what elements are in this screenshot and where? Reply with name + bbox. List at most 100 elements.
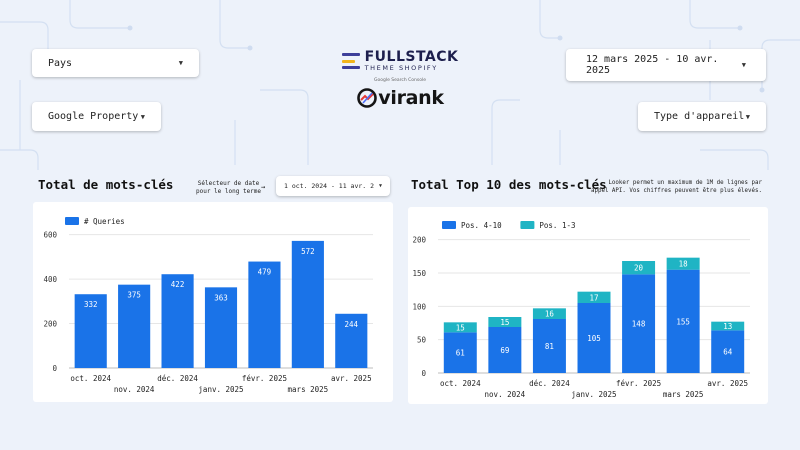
bar [711, 321, 745, 331]
x-tick-label: janv. 2025 [571, 390, 616, 399]
y-tick-label: 50 [417, 336, 427, 345]
date-selector-note-line2: pour le long terme [196, 188, 262, 195]
data-label: 64 [723, 348, 733, 357]
bar [74, 294, 107, 368]
left-chart-card: 0 200 400 600 # Queries 332 oct. 2024 375 nov. 2… [33, 202, 393, 402]
x-tick-label: avr. 2025 [707, 379, 748, 388]
data-label: 148 [632, 320, 646, 329]
y-tick-label: 100 [412, 302, 426, 311]
legend-swatch [65, 217, 79, 225]
data-label: 69 [500, 346, 509, 355]
data-label: 18 [679, 260, 689, 269]
data-label: 20 [634, 264, 644, 273]
queries-bar-chart: 0 200 400 600 # Queries 332 oct. 2024 375 nov. 2… [43, 217, 373, 394]
chevron-down-icon: ▼ [745, 112, 750, 121]
x-tick-label: oct. 2024 [440, 379, 481, 388]
bar [711, 330, 745, 373]
google-property-dropdown[interactable]: Google Property ▼ [32, 102, 161, 131]
bar [488, 327, 522, 373]
bar [622, 261, 656, 275]
x-tick-label: nov. 2024 [114, 385, 155, 394]
api-limit-note-line2: appel API. Vos chiffres peuvent être plu… [590, 188, 762, 194]
y-tick-label: 150 [412, 269, 426, 278]
pays-dropdown[interactable]: Pays ▼ [32, 49, 199, 77]
api-limit-note-line1: Looker permet un maximum de 1M de lignes… [608, 180, 762, 186]
x-tick-label: févr. 2025 [616, 379, 661, 388]
fullstack-logo-icon [341, 52, 360, 70]
data-label: 479 [258, 268, 272, 277]
branding: FULLSTACK THEME SHOPIFY Google Search Co… [0, 50, 800, 130]
data-label: 81 [545, 342, 554, 351]
bar [622, 274, 656, 373]
date-selector-note: Sélecteur de date pour le long terme [196, 180, 261, 196]
data-label: 375 [127, 291, 141, 300]
chevron-down-icon: ▼ [178, 59, 183, 67]
api-limit-note: Looker permet un maximum de 1M de lignes… [591, 179, 762, 195]
right-chart-card: 0 50 100 150 200 Pos. 4-10 Pos. 1-3 61 15 oct. 20… [408, 207, 768, 404]
x-tick-label: mars 2025 [663, 390, 704, 399]
bar [666, 257, 700, 270]
data-label: 61 [456, 349, 465, 358]
long-range-label: 1 oct. 2024 - 11 avr. 2 [284, 182, 375, 190]
gsc-label: Google Search Console [373, 78, 427, 83]
x-tick-label: oct. 2024 [70, 374, 111, 383]
legend-label: # Queries [84, 217, 125, 226]
data-label: 422 [171, 280, 185, 289]
y-tick-label: 0 [421, 369, 426, 378]
bar [204, 287, 238, 368]
data-label: 105 [587, 334, 601, 343]
date-selector-note-line1: Sélecteur de date [197, 180, 260, 187]
ovirank-logo-icon [357, 88, 378, 108]
ovirank-name: virank [378, 87, 444, 109]
data-label: 15 [500, 318, 509, 327]
bar [532, 308, 566, 319]
ovirank-logo: virank [356, 87, 444, 109]
bar [577, 303, 611, 373]
arrow-right-icon: → [261, 183, 266, 191]
bar [443, 332, 477, 373]
type-appareil-dropdown[interactable]: Type d'appareil ▼ [638, 102, 766, 131]
bar [118, 284, 151, 368]
data-label: 332 [84, 300, 98, 309]
x-tick-label: nov. 2024 [485, 390, 526, 399]
chevron-down-icon: ▼ [140, 112, 145, 121]
bar [161, 274, 194, 368]
x-tick-label: déc. 2024 [157, 374, 198, 383]
bar [532, 319, 566, 373]
bar [666, 269, 700, 373]
type-appareil-label: Type d'appareil [654, 111, 745, 122]
y-tick-label: 200 [43, 320, 57, 329]
legend-label: Pos. 4-10 [461, 221, 502, 230]
google-property-label: Google Property [48, 111, 139, 122]
x-tick-label: févr. 2025 [242, 374, 287, 383]
data-label: 363 [214, 293, 228, 302]
bar [488, 317, 522, 327]
x-tick-label: mars 2025 [288, 385, 329, 394]
data-label: 16 [545, 310, 555, 319]
top10-stacked-bar-chart: 0 50 100 150 200 Pos. 4-10 Pos. 1-3 61 15 oct. 20… [412, 221, 750, 399]
y-tick-label: 0 [52, 364, 57, 373]
y-tick-label: 400 [43, 275, 57, 284]
x-tick-label: avr. 2025 [331, 374, 372, 383]
x-tick-label: déc. 2024 [529, 379, 570, 388]
legend-swatch [520, 221, 535, 229]
date-range-label: 12 mars 2025 - 10 avr. 2025 [586, 54, 719, 76]
chevron-down-icon: ▼ [378, 183, 382, 189]
long-range-dropdown[interactable]: 1 oct. 2024 - 11 avr. 2 ▼ [276, 176, 390, 196]
data-label: 244 [345, 320, 359, 329]
data-label: 572 [301, 247, 315, 256]
bar [291, 240, 324, 368]
bar [335, 313, 368, 368]
bar [577, 291, 611, 303]
date-range-dropdown[interactable]: 12 mars 2025 - 10 avr. 2025 ▼ [566, 49, 766, 81]
data-label: 15 [456, 323, 465, 332]
right-section-title: Total Top 10 des mots-clés [411, 177, 607, 192]
bar [443, 322, 477, 333]
chevron-down-icon: ▼ [741, 61, 746, 69]
data-label: 155 [676, 317, 690, 326]
data-label: 17 [589, 293, 598, 302]
data-label: 13 [723, 322, 732, 331]
fullstack-logo: FULLSTACK THEME SHOPIFY [341, 49, 459, 72]
y-tick-label: 600 [43, 231, 57, 240]
fullstack-name: FULLSTACK [364, 49, 459, 65]
